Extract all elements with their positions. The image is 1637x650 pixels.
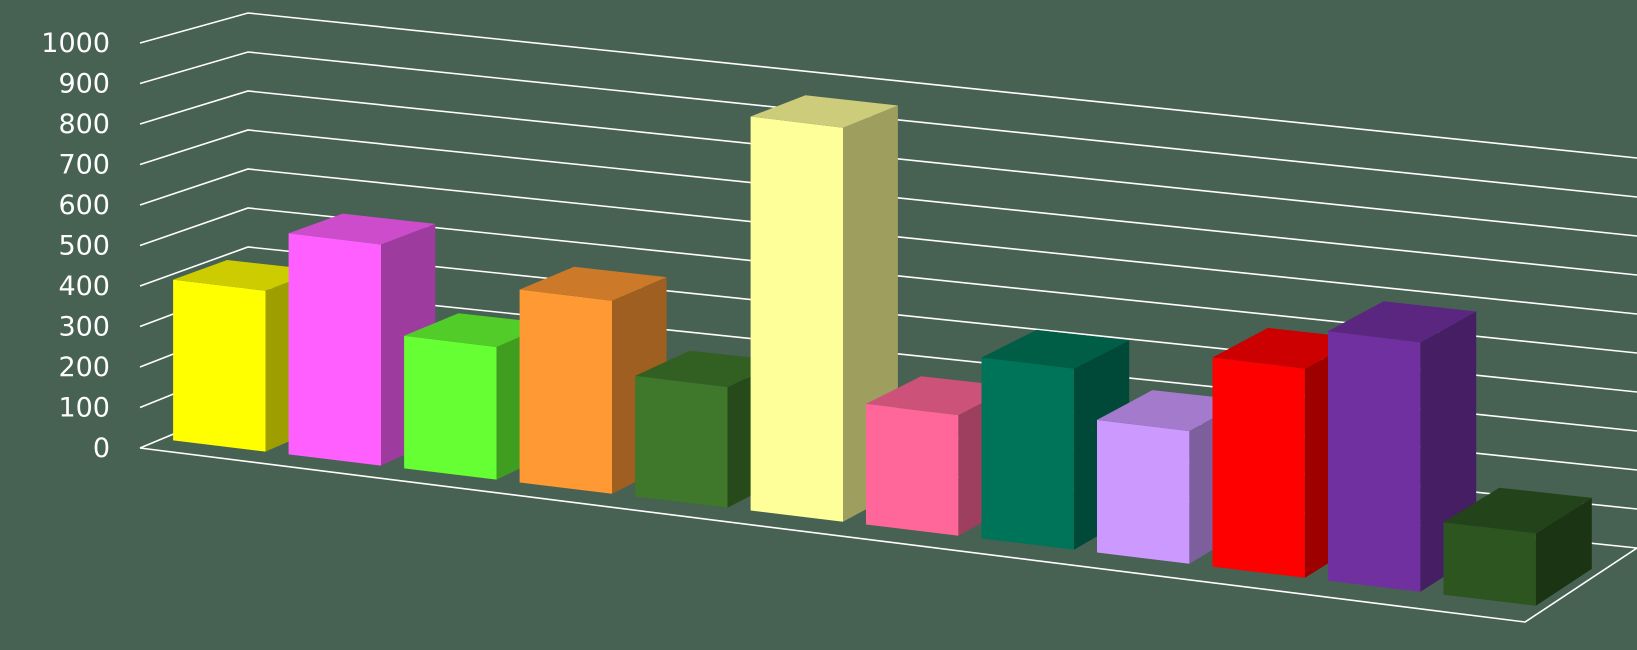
bar-top-face xyxy=(1443,487,1592,534)
bar xyxy=(1443,487,1592,606)
bar-front-face xyxy=(1212,357,1305,578)
y-axis-tick-labels: 0 100 200 300 400 500 600 700 800 900 1000 xyxy=(41,28,110,464)
bar-top-face xyxy=(173,260,320,291)
bar-front-face xyxy=(635,375,728,508)
bar-front-face xyxy=(404,335,497,480)
y-tick-label: 700 xyxy=(58,150,110,181)
bar-top-face xyxy=(866,376,1014,416)
bar-front-face xyxy=(750,116,843,522)
bar-front-face xyxy=(981,357,1074,550)
y-tick-label: 600 xyxy=(58,190,110,221)
bar-front-face xyxy=(1097,419,1190,564)
bar-top-face xyxy=(288,213,436,245)
bar-top-face xyxy=(750,95,898,128)
bar-front-face xyxy=(1443,522,1536,606)
bar-top-face xyxy=(981,329,1130,369)
bar-top-face xyxy=(1097,390,1245,432)
gridline xyxy=(139,207,1637,354)
y-tick-label: 400 xyxy=(58,271,110,302)
bar-front-face xyxy=(1328,331,1421,592)
gridline xyxy=(139,246,1637,393)
bar-front-face xyxy=(288,233,381,466)
y-tick-label: 300 xyxy=(58,312,110,343)
floor-edge xyxy=(139,447,1637,623)
bar-side-face xyxy=(1535,497,1592,606)
y-tick-label: 800 xyxy=(58,109,110,140)
bars xyxy=(173,95,1592,606)
gridline xyxy=(139,12,1637,159)
bar-top-face xyxy=(519,266,667,301)
y-tick-label: 0 xyxy=(93,433,110,464)
bar-top-face xyxy=(635,350,783,388)
y-tick-label: 500 xyxy=(58,231,110,262)
bar-front-face xyxy=(519,289,612,494)
gridline xyxy=(139,129,1637,276)
gridline xyxy=(139,51,1637,198)
bar-front-face xyxy=(866,403,959,536)
bar-top-face xyxy=(404,313,551,347)
bar-top-face xyxy=(1212,327,1361,369)
bar-top-face xyxy=(1328,301,1477,343)
bar-front-face xyxy=(173,279,266,452)
gridline xyxy=(139,168,1637,315)
y-tick-label: 100 xyxy=(58,393,110,424)
gridline xyxy=(139,90,1637,237)
y-tick-label: 200 xyxy=(58,352,110,383)
y-tick-label: 1000 xyxy=(41,28,110,59)
y-tick-label: 900 xyxy=(58,69,110,100)
bar xyxy=(981,329,1130,550)
